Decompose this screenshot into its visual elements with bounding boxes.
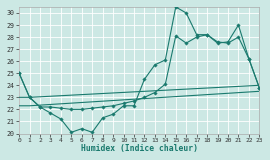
X-axis label: Humidex (Indice chaleur): Humidex (Indice chaleur) [81,144,198,153]
